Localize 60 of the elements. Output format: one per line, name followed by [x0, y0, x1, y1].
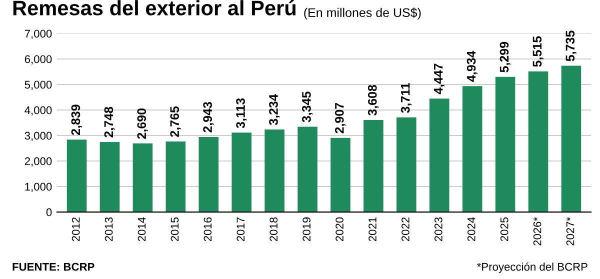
x-tick-label: 2023 [434, 217, 442, 242]
bar [100, 142, 120, 212]
bar [528, 71, 548, 212]
data-label: 3,234 [269, 94, 280, 126]
bar [264, 130, 284, 212]
x-tick-label: 2021 [368, 217, 376, 242]
x-tick-label: 2027* [566, 217, 574, 246]
bar [232, 132, 252, 212]
chart-title: Remesas del exterior al Perú [13, 0, 296, 16]
text: *Proyección del BCRP [477, 262, 588, 273]
data-label: 2,943 [203, 102, 214, 132]
data-label: 2,907 [334, 102, 346, 134]
bar [66, 140, 87, 212]
bar [198, 136, 219, 212]
data-label: 5,299 [500, 42, 510, 72]
source-note: FUENTE: BCRP [12, 262, 94, 271]
bar [396, 117, 416, 212]
x-tick-label: 2012 [72, 217, 80, 242]
data-label: 5,515 [532, 36, 544, 67]
x-tick-label: 2026* [533, 217, 542, 246]
data-label: 2,690 [137, 108, 148, 139]
y-tick-label: 4,000 [24, 106, 52, 116]
data-label: 3,608 [368, 84, 379, 116]
bar [429, 98, 450, 212]
bar [132, 143, 153, 212]
x-tick-label: 2022 [402, 217, 410, 242]
x-tick-label: 2020 [336, 217, 344, 242]
x-tick-label: 2013 [104, 217, 113, 242]
x-tick-label: 2018 [270, 217, 278, 242]
bar [298, 126, 318, 212]
y-tick-label: 0 [46, 208, 52, 216]
data-label: 3,345 [302, 92, 313, 122]
x-tick-label: 2025 [500, 217, 508, 242]
y-tick-label: 1,000 [25, 182, 52, 192]
x-tick-label: 2014 [138, 217, 146, 242]
data-label: 5,735 [566, 30, 576, 62]
x-tick-label: 2015 [170, 217, 179, 242]
y-tick-label: 7,000 [24, 30, 52, 39]
bar [364, 120, 384, 212]
y-tick-label: 3,000 [24, 132, 52, 141]
bar [330, 138, 350, 212]
x-tick-label: 2024 [467, 217, 476, 242]
data-label: 4,934 [466, 50, 478, 82]
data-label: 3,711 [400, 82, 412, 113]
data-label: 3,113 [236, 98, 247, 128]
data-label: 2,748 [104, 106, 115, 138]
x-tick-label: 2016 [204, 217, 212, 242]
bar [462, 86, 482, 212]
bar [561, 66, 582, 212]
data-label: 4,447 [434, 64, 445, 94]
x-tick-label: 2019 [302, 217, 310, 242]
y-tick-label: 5,000 [24, 80, 52, 90]
data-label: 2,839 [71, 104, 82, 136]
bar [166, 142, 186, 212]
y-tick-label: 2,000 [24, 157, 52, 166]
chart-subtitle: (En millones de US$) [304, 8, 421, 20]
data-label: 2,765 [170, 106, 181, 137]
x-tick-label: 2017 [236, 217, 245, 242]
y-tick-label: 6,000 [24, 55, 52, 64]
bar [495, 76, 516, 212]
